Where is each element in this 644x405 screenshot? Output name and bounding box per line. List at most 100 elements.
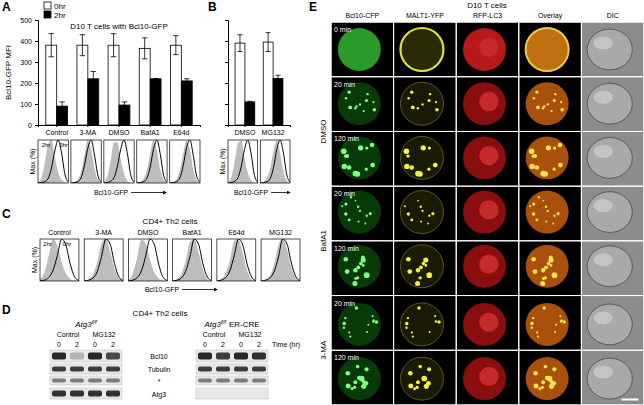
punctum bbox=[361, 256, 365, 260]
panel-label: A bbox=[2, 0, 11, 14]
punctum bbox=[421, 103, 423, 105]
panel-title: D10 T cells bbox=[467, 1, 507, 10]
plot-frame bbox=[128, 239, 167, 281]
punctum bbox=[357, 376, 361, 380]
micrograph bbox=[457, 241, 519, 295]
punctum bbox=[545, 220, 547, 222]
band bbox=[70, 353, 84, 360]
micrograph bbox=[332, 241, 394, 295]
punctum bbox=[427, 367, 431, 371]
panel-title: BafA1 bbox=[183, 229, 202, 236]
punctum bbox=[352, 281, 357, 286]
punctum bbox=[541, 386, 544, 389]
histogram-line bbox=[128, 239, 167, 281]
y-tick bbox=[225, 125, 228, 126]
punctum bbox=[344, 317, 346, 319]
punctum bbox=[541, 268, 545, 272]
plot-area bbox=[128, 239, 167, 281]
cell-nucleus bbox=[479, 254, 498, 273]
cell bbox=[400, 28, 443, 71]
tick-label: 500 bbox=[20, 17, 32, 24]
punctum bbox=[344, 202, 347, 205]
punctum bbox=[530, 322, 534, 326]
punctum bbox=[538, 196, 540, 198]
punctum bbox=[549, 256, 553, 260]
treatment-label: 3-MA bbox=[319, 340, 328, 360]
band bbox=[216, 391, 230, 397]
micrograph bbox=[519, 296, 581, 350]
histogram-line bbox=[40, 239, 79, 281]
punctum bbox=[420, 220, 422, 222]
micrograph bbox=[332, 351, 394, 405]
time-label: 0 bbox=[239, 341, 243, 348]
punctum bbox=[370, 143, 375, 148]
punctum bbox=[361, 384, 366, 389]
annotation: 2hr bbox=[43, 241, 52, 247]
image-background bbox=[582, 187, 644, 241]
band bbox=[106, 367, 120, 372]
punctum bbox=[372, 315, 374, 317]
blot-strip bbox=[196, 388, 268, 399]
micrograph bbox=[332, 296, 394, 350]
x-tick: Control bbox=[45, 125, 68, 136]
tick-mark bbox=[56, 125, 57, 127]
band bbox=[106, 379, 120, 383]
tick-label: DMSO bbox=[234, 129, 256, 136]
time-label: 2 bbox=[111, 341, 115, 348]
axis-arrow bbox=[131, 192, 166, 193]
punctum bbox=[407, 97, 410, 100]
image-background bbox=[582, 296, 644, 350]
band bbox=[252, 367, 266, 372]
cell-highlight bbox=[594, 312, 613, 325]
column-header: RFP-LC3 bbox=[473, 12, 502, 19]
punctum bbox=[416, 380, 420, 384]
punctum bbox=[404, 205, 406, 207]
bar bbox=[245, 102, 255, 125]
histogram-line bbox=[38, 140, 68, 183]
plot-frame bbox=[260, 140, 290, 183]
time-label: 0 bbox=[57, 341, 61, 348]
punctum bbox=[347, 91, 350, 94]
punctum bbox=[540, 171, 546, 177]
tick-mark bbox=[225, 104, 228, 105]
punctum bbox=[550, 110, 552, 112]
punctum bbox=[560, 320, 562, 322]
punctum bbox=[431, 212, 434, 215]
punctum bbox=[342, 164, 347, 169]
image-background bbox=[519, 241, 581, 295]
tick-mark bbox=[225, 20, 228, 21]
micrograph bbox=[457, 77, 519, 131]
band bbox=[198, 353, 212, 360]
band bbox=[252, 391, 266, 397]
punctum bbox=[418, 365, 422, 369]
plot-area bbox=[228, 140, 258, 183]
micrograph bbox=[519, 23, 581, 77]
x-tick: DMSO bbox=[234, 125, 256, 136]
punctum bbox=[553, 214, 555, 216]
genotype: Atg3 bbox=[74, 320, 92, 329]
punctum bbox=[404, 164, 409, 169]
micrograph bbox=[394, 351, 456, 405]
punctum bbox=[417, 306, 420, 309]
image-background bbox=[582, 241, 644, 295]
punctum bbox=[407, 212, 410, 215]
histogram-area bbox=[260, 140, 290, 183]
punctum bbox=[364, 272, 370, 278]
figure: A0100200300400500Control3-MADMSOBafA1E64… bbox=[0, 0, 644, 405]
punctum bbox=[428, 214, 430, 216]
punctum bbox=[533, 154, 537, 158]
punctum bbox=[343, 326, 346, 329]
punctum bbox=[549, 380, 553, 384]
genotype-label: Atg3f/fER-CRE bbox=[203, 319, 259, 329]
axis-line bbox=[39, 126, 201, 128]
histogram-line bbox=[260, 140, 290, 183]
punctum bbox=[348, 331, 350, 333]
punctum bbox=[421, 210, 423, 212]
punctum bbox=[353, 171, 359, 177]
punctum bbox=[362, 380, 366, 384]
row-label: Bcl10 bbox=[150, 353, 168, 360]
punctum bbox=[421, 145, 426, 150]
punctum bbox=[428, 146, 431, 149]
punctum bbox=[563, 320, 567, 324]
cell bbox=[526, 191, 569, 234]
